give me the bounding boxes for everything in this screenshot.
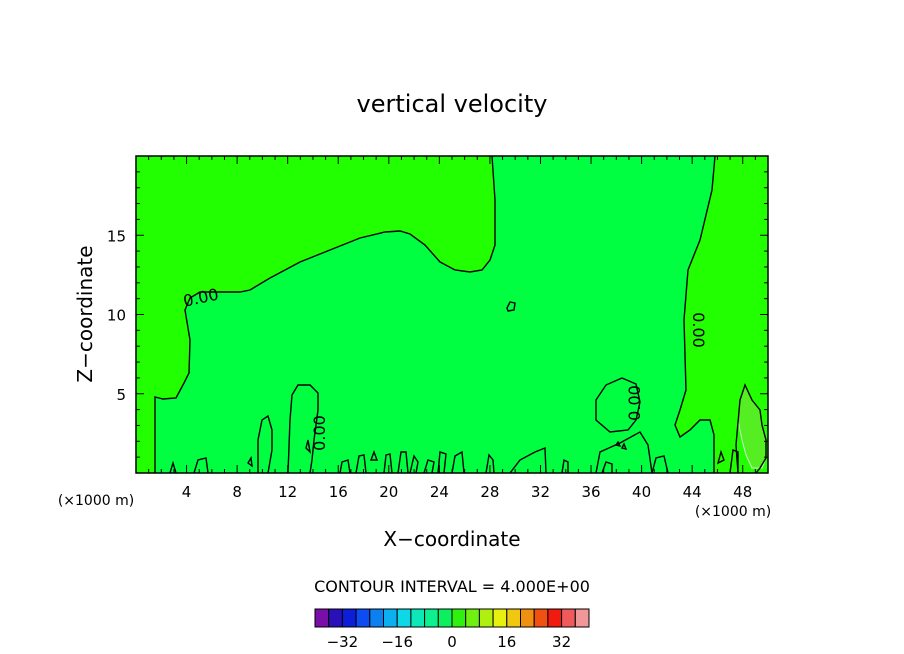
x-axis-label: X−coordinate (383, 527, 520, 551)
colorbar-cell (574, 608, 590, 628)
colorbar-cell (451, 608, 467, 628)
x-tick-label: 40 (632, 483, 651, 501)
y-tick-label: 5 (116, 386, 126, 404)
colorbar-cell (437, 608, 453, 628)
colorbar-cell (561, 608, 576, 628)
colorbar-cell (396, 608, 412, 628)
x-tick-label: 20 (379, 483, 398, 501)
colorbar-cell (369, 608, 384, 628)
colorbar-cell (341, 608, 357, 628)
y-tick-label: 10 (107, 307, 126, 325)
contour-label: 0.00 (310, 415, 329, 451)
colorbar-label: 0 (447, 633, 457, 651)
colorbar-cell (533, 608, 549, 628)
y-axis-label: Z−coordinate (73, 245, 97, 382)
contour-interval-text: CONTOUR INTERVAL = 4.000E+00 (314, 577, 590, 596)
contour-label: 0.00 (689, 312, 708, 348)
colorbar-cell (328, 608, 343, 628)
x-tick-label: 28 (480, 483, 499, 501)
zero-contours (154, 156, 767, 473)
y-tick-label: 15 (107, 227, 126, 245)
colorbar-cell (520, 608, 535, 628)
colorbar-labels: −32 −16 0 16 32 (327, 633, 572, 651)
x-tick-label: 12 (278, 483, 297, 501)
x-tick-label: 32 (531, 483, 550, 501)
colorbar-cell (478, 608, 494, 628)
x-axis: 4 8 12 16 20 24 28 32 36 40 44 48 (148, 156, 756, 501)
x-tick-label: 16 (329, 483, 348, 501)
contour-label: 0.00 (625, 385, 644, 421)
x-tick-label: 4 (182, 483, 192, 501)
colorbar-cell (314, 608, 330, 628)
x-unit-right: (×1000 m) (695, 504, 771, 520)
colorbar-cell (492, 608, 508, 628)
colorbar-label: −32 (327, 633, 359, 651)
colorbar-cell (383, 608, 398, 628)
colorbar-cell (547, 608, 563, 628)
colorbar-cell (465, 608, 480, 628)
chart-title: vertical velocity (357, 90, 548, 118)
colorbar-label: 32 (552, 633, 571, 651)
colorbar-label: 16 (497, 633, 516, 651)
x-tick-label: 48 (733, 483, 752, 501)
colorbar-cell (410, 608, 426, 628)
colorbar-cell (355, 608, 371, 628)
x-tick-label: 44 (683, 483, 702, 501)
y-axis: 5 10 15 (107, 171, 768, 458)
x-unit-left: (×1000 m) (58, 493, 134, 509)
colorbar (314, 608, 590, 628)
colorbar-cell (506, 608, 521, 628)
colorbar-label: −16 (381, 633, 413, 651)
x-tick-label: 8 (232, 483, 242, 501)
colorbar-cell (424, 608, 439, 628)
near-zero-region (155, 156, 715, 473)
x-tick-label: 24 (430, 483, 449, 501)
plot-area: 0.00 0.00 0.00 0.00 (136, 156, 768, 473)
x-tick-label: 36 (581, 483, 600, 501)
